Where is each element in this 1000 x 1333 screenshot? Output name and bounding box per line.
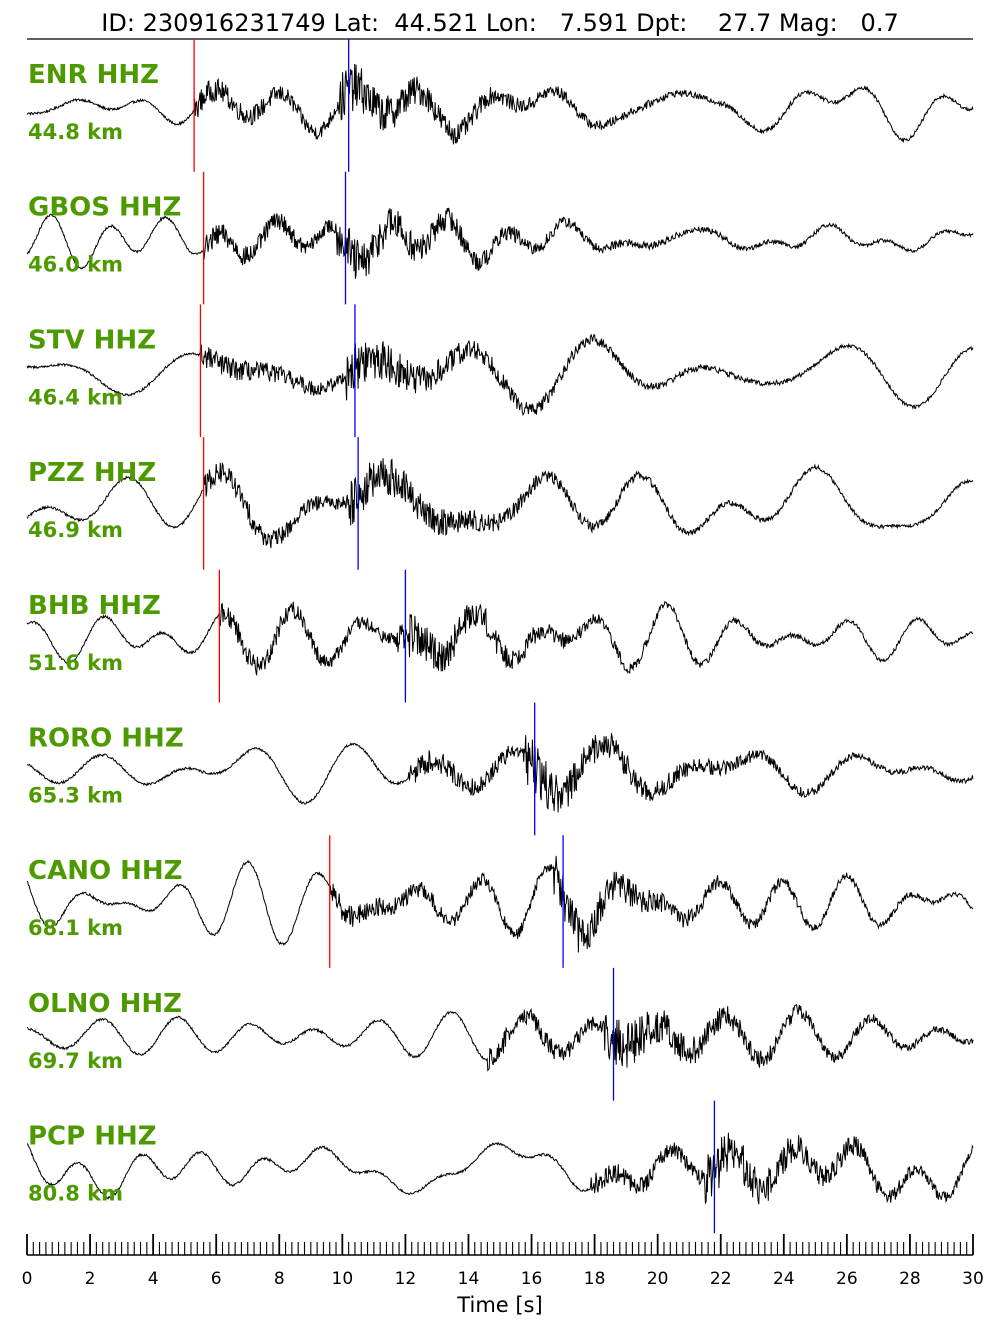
- mag-label: Mag:: [779, 9, 838, 37]
- station-trace: PZZ HHZ 46.9 km: [26, 437, 974, 570]
- x-tick-label: 2: [85, 1269, 96, 1289]
- station-trace: STV HHZ 46.4 km: [26, 304, 974, 438]
- waveform-line: [26, 63, 974, 145]
- station-distance: 46.9 km: [28, 518, 123, 542]
- waveform-line: [26, 600, 974, 676]
- waveform-line: [26, 1003, 974, 1072]
- x-tick-label: 26: [836, 1269, 858, 1289]
- x-tick-label: 0: [22, 1269, 33, 1289]
- traces-group: ENR HHZ 44.8 km GBOS HHZ 46.0 km STV HHZ 46.4…: [26, 39, 974, 1234]
- station-name: CANO HHZ: [28, 856, 183, 886]
- station-trace: ENR HHZ 44.8 km: [26, 39, 974, 172]
- station-name: GBOS HHZ: [28, 193, 181, 223]
- waveform-line: [26, 733, 974, 813]
- station-distance: 46.0 km: [28, 253, 123, 277]
- waveform-line: [26, 855, 974, 953]
- station-name: RORO HHZ: [28, 724, 184, 754]
- x-tick-label: 14: [458, 1269, 480, 1289]
- station-trace: GBOS HHZ 46.0 km: [26, 171, 974, 305]
- lon-value: 7.591: [560, 9, 629, 37]
- time-axis: 0 2 4 6 8 10 12 14 16 18 20 22 24 26 28 30: [22, 1234, 984, 1289]
- event-id: 230916231749: [143, 9, 326, 37]
- station-name: STV HHZ: [28, 325, 156, 355]
- station-distance: 80.8 km: [28, 1182, 123, 1206]
- station-trace: OLNO HHZ 69.7 km: [26, 967, 974, 1101]
- station-trace: PCP HHZ 80.8 km: [26, 1100, 974, 1234]
- station-trace: CANO HHZ 68.1 km: [26, 835, 974, 968]
- x-tick-label: 10: [332, 1269, 354, 1289]
- station-distance: 69.7 km: [28, 1049, 123, 1073]
- x-tick-label: 8: [274, 1269, 285, 1289]
- event-header: ID: 230916231749 Lat: 44.521 Lon: 7.591 …: [101, 9, 898, 37]
- station-name: BHB HHZ: [28, 591, 161, 621]
- station-distance: 68.1 km: [28, 916, 123, 940]
- station-distance: 44.8 km: [28, 120, 123, 144]
- station-distance: 46.4 km: [28, 385, 123, 409]
- waveform-line: [26, 458, 974, 549]
- id-label: ID:: [101, 9, 135, 37]
- x-tick-label: 12: [395, 1269, 417, 1289]
- x-tick-label: 28: [899, 1269, 921, 1289]
- x-tick-label: 20: [647, 1269, 669, 1289]
- dpt-value: 27.7: [718, 9, 771, 37]
- x-tick-label: 16: [521, 1269, 543, 1289]
- x-tick-label: 30: [962, 1269, 984, 1289]
- station-name: ENR HHZ: [28, 60, 159, 90]
- mag-value: 0.7: [861, 9, 899, 37]
- x-tick-label: 22: [710, 1269, 732, 1289]
- waveform-line: [26, 333, 974, 416]
- station-trace: BHB HHZ 51.6 km: [26, 569, 974, 703]
- x-axis-label: Time [s]: [456, 1293, 542, 1317]
- x-tick-label: 18: [584, 1269, 606, 1289]
- lat-value: 44.521: [394, 9, 478, 37]
- station-name: PCP HHZ: [28, 1122, 157, 1152]
- station-name: OLNO HHZ: [28, 989, 182, 1019]
- station-distance: 65.3 km: [28, 784, 123, 808]
- station-distance: 51.6 km: [28, 651, 123, 675]
- x-tick-label: 24: [773, 1269, 795, 1289]
- waveform-line: [26, 1132, 974, 1205]
- dpt-label: Dpt:: [636, 9, 687, 37]
- station-trace: RORO HHZ 65.3 km: [26, 702, 974, 836]
- x-tick-label: 4: [148, 1269, 159, 1289]
- lat-label: Lat:: [333, 9, 379, 37]
- station-name: PZZ HHZ: [28, 458, 156, 488]
- x-tick-label: 6: [211, 1269, 222, 1289]
- waveform-line: [26, 207, 974, 279]
- lon-label: Lon:: [486, 9, 537, 37]
